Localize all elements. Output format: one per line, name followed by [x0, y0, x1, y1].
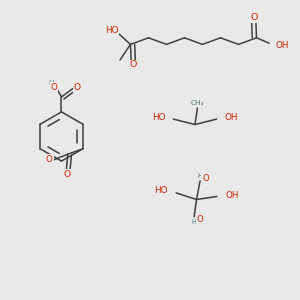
Text: O: O — [51, 83, 57, 92]
Text: H: H — [44, 158, 50, 164]
Text: OH: OH — [225, 191, 238, 200]
Text: OH: OH — [224, 112, 238, 122]
Text: O: O — [46, 155, 53, 164]
Text: O: O — [64, 170, 71, 179]
Text: HO: HO — [105, 26, 119, 35]
Text: H: H — [198, 172, 203, 178]
Text: CH₃: CH₃ — [191, 100, 204, 106]
Text: O: O — [250, 13, 257, 22]
Text: O: O — [202, 174, 209, 183]
Text: O: O — [74, 83, 81, 92]
Text: O: O — [197, 214, 203, 224]
Text: HO: HO — [154, 186, 168, 195]
Text: O: O — [130, 60, 137, 69]
Text: HO: HO — [152, 112, 166, 122]
Text: H: H — [192, 219, 197, 225]
Text: OH: OH — [275, 40, 289, 50]
Text: H: H — [48, 80, 54, 86]
